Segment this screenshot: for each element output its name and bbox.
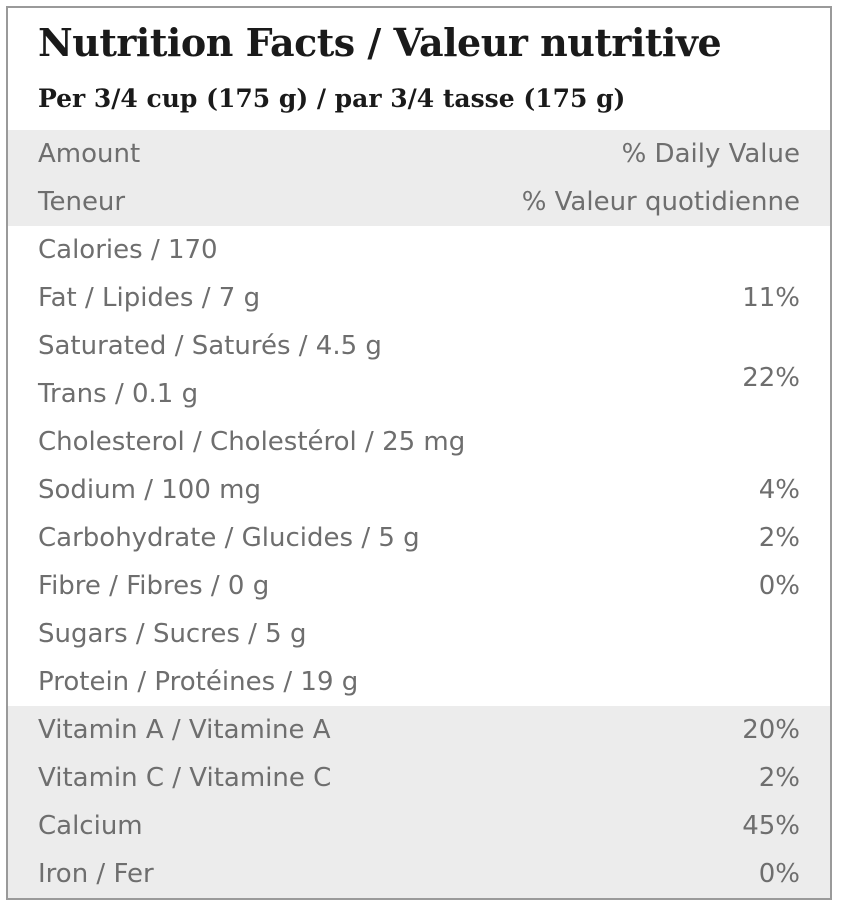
- nutrient-label: Fat / Lipides / 7 g: [38, 283, 261, 313]
- vitamins-band: [8, 706, 830, 898]
- nutrient-label: Cholesterol / Cholestérol / 25 mg: [38, 427, 466, 457]
- nutrient-label: Calories / 170: [38, 235, 218, 265]
- header-row-amount: Amount % Daily Value: [38, 130, 800, 178]
- vitamin-label: Iron / Fer: [38, 859, 154, 889]
- nutrient-dv: 0%: [758, 571, 800, 601]
- daily-value-label: % Daily Value: [621, 139, 800, 169]
- nutrition-facts-panel: Nutrition Facts / Valeur nutritive Per 3…: [6, 6, 832, 900]
- nutrient-label: Sugars / Sucres / 5 g: [38, 619, 307, 649]
- vitamin-dv: 0%: [758, 859, 800, 889]
- vitamin-label: Vitamin A / Vitamine A: [38, 715, 331, 745]
- vitamin-label: Vitamin C / Vitamine C: [38, 763, 332, 793]
- nutrient-row-fibre: Fibre / Fibres / 0 g 0%: [38, 562, 800, 610]
- nutrient-row-trans: Trans / 0.1 g: [38, 370, 800, 418]
- valeur-quotidienne-label: % Valeur quotidienne: [521, 187, 800, 217]
- serving-size: Per 3/4 cup (175 g) / par 3/4 tasse (175…: [38, 84, 626, 113]
- nutrient-row-carbohydrate: Carbohydrate / Glucides / 5 g 2%: [38, 514, 800, 562]
- nutrient-label: Protein / Protéines / 19 g: [38, 667, 359, 697]
- nutrient-dv: 11%: [742, 283, 800, 313]
- nutrient-dv: 4%: [758, 475, 800, 505]
- teneur-label: Teneur: [38, 187, 126, 217]
- vitamin-row-iron: Iron / Fer 0%: [38, 850, 800, 898]
- nutrient-label: Carbohydrate / Glucides / 5 g: [38, 523, 420, 553]
- nutrient-dv: 2%: [758, 523, 800, 553]
- nutrient-row-saturated: Saturated / Saturés / 4.5 g: [38, 322, 800, 370]
- vitamin-row-calcium: Calcium 45%: [38, 802, 800, 850]
- amount-label: Amount: [38, 139, 141, 169]
- nutrient-row-cholesterol: Cholesterol / Cholestérol / 25 mg: [38, 418, 800, 466]
- nutrient-row-calories: Calories / 170: [38, 226, 800, 274]
- vitamin-row-c: Vitamin C / Vitamine C 2%: [38, 754, 800, 802]
- vitamin-dv: 20%: [742, 715, 800, 745]
- header-band: [8, 130, 830, 226]
- nutrient-row-protein: Protein / Protéines / 19 g: [38, 658, 800, 706]
- nutrition-title: Nutrition Facts / Valeur nutritive: [38, 20, 722, 65]
- header-row-teneur: Teneur % Valeur quotidienne: [38, 178, 800, 226]
- nutrient-label: Fibre / Fibres / 0 g: [38, 571, 270, 601]
- nutrient-row-fat: Fat / Lipides / 7 g 11%: [38, 274, 800, 322]
- nutrient-row-sodium: Sodium / 100 mg 4%: [38, 466, 800, 514]
- vitamin-dv: 45%: [742, 811, 800, 841]
- nutrient-label: Saturated / Saturés / 4.5 g: [38, 331, 382, 361]
- vitamin-label: Calcium: [38, 811, 143, 841]
- vitamin-row-a: Vitamin A / Vitamine A 20%: [38, 706, 800, 754]
- nutrient-label: Sodium / 100 mg: [38, 475, 261, 505]
- nutrient-label: Trans / 0.1 g: [38, 379, 199, 409]
- vitamin-dv: 2%: [758, 763, 800, 793]
- saturated-trans-dv: 22%: [742, 363, 800, 393]
- nutrient-row-sugars: Sugars / Sucres / 5 g: [38, 610, 800, 658]
